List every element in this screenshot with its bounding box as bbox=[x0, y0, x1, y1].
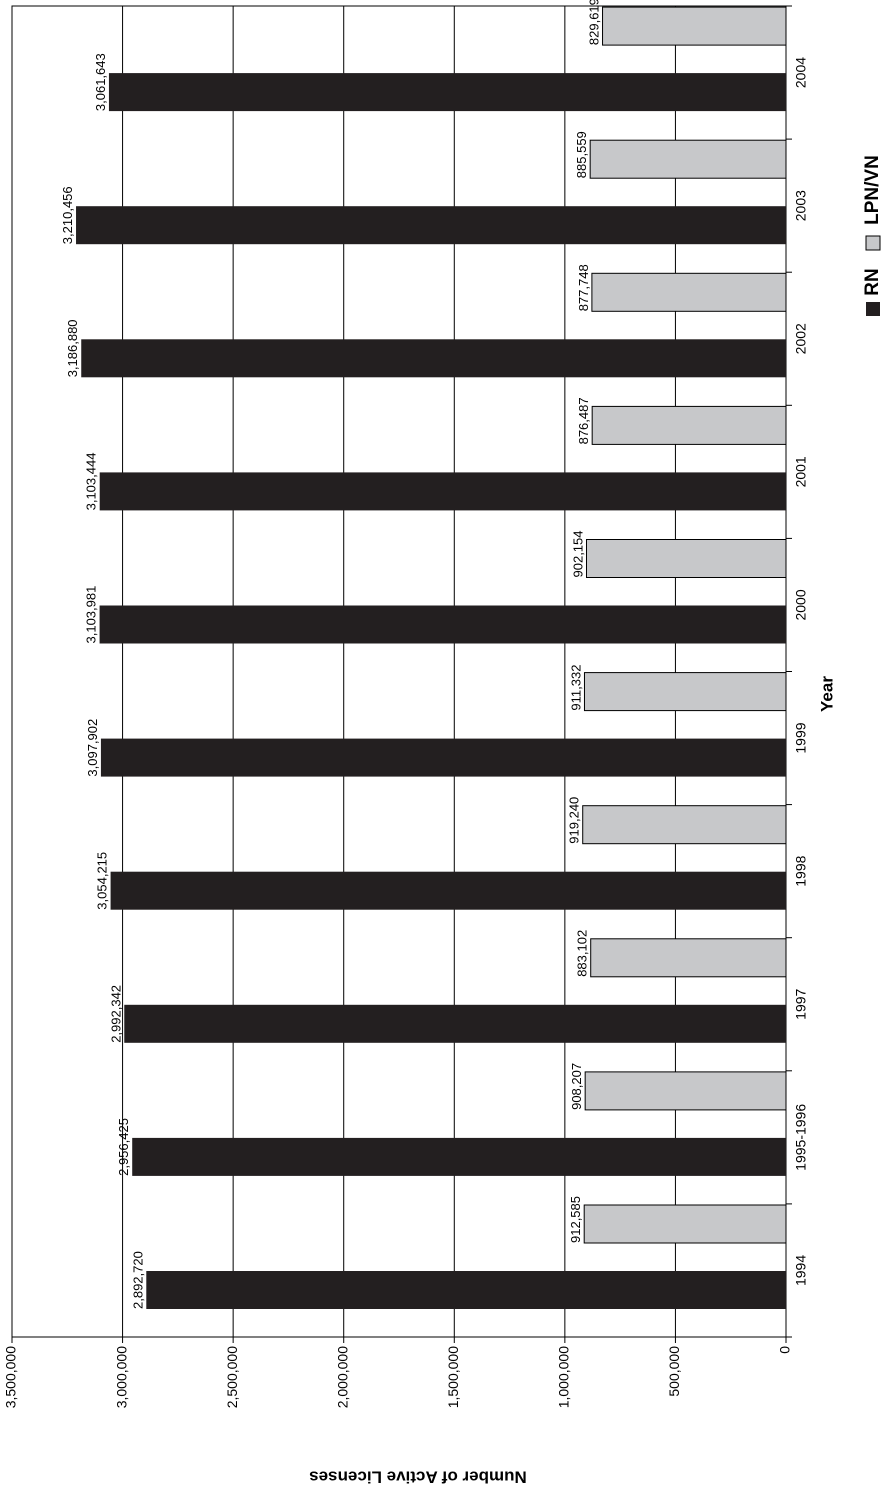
value-label: 2,992,342 bbox=[108, 985, 123, 1043]
value-label: 3,103,444 bbox=[84, 453, 99, 511]
value-tick-label: 2,000,000 bbox=[334, 1346, 350, 1408]
value-tick-label: 0 bbox=[777, 1346, 793, 1354]
category-axis-ticks: 1994 1995-1996 1997 1998 1999 2000 2001 2002 200… bbox=[786, 5, 809, 1338]
value-tick-label: 1,500,000 bbox=[445, 1346, 461, 1408]
bar-rn bbox=[76, 206, 787, 245]
value-axis-ticks: 0 500,000 1,000,000 1,500,000 2,000,000 2,500… bbox=[3, 1337, 793, 1408]
bar-rn bbox=[99, 605, 786, 644]
value-label: 885,559 bbox=[574, 131, 589, 178]
bar-lpn-vn bbox=[583, 672, 787, 712]
category-label: 2003 bbox=[793, 190, 809, 221]
category-label: 1994 bbox=[793, 1255, 809, 1286]
value-label: 3,054,215 bbox=[95, 852, 110, 910]
bar-rn bbox=[132, 1137, 786, 1176]
value-label: 3,210,456 bbox=[60, 186, 75, 244]
value-label: 3,103,981 bbox=[84, 586, 99, 644]
category-label: 2004 bbox=[793, 57, 809, 88]
bar-lpn-vn bbox=[591, 272, 787, 312]
bar-lpn-vn bbox=[602, 6, 787, 46]
bars bbox=[76, 6, 787, 1309]
value-label: 876,487 bbox=[576, 397, 591, 444]
category-label: 1998 bbox=[793, 855, 809, 886]
y-axis-title: Number of Active Licenses bbox=[309, 1468, 527, 1487]
x-axis-title: Year bbox=[817, 676, 836, 712]
bar-rn bbox=[110, 871, 787, 910]
bar-rn bbox=[146, 1271, 786, 1309]
legend-label-lpn-vn: LPN/VN bbox=[862, 155, 883, 225]
bar-lpn-vn bbox=[583, 1204, 787, 1244]
category-label: 1995-1996 bbox=[793, 1104, 809, 1171]
legend: RN LPN/VN bbox=[862, 155, 883, 316]
value-label: 3,097,902 bbox=[85, 719, 100, 777]
value-tick-label: 500,000 bbox=[666, 1346, 682, 1397]
bar-lpn-vn bbox=[589, 139, 787, 179]
value-label: 902,154 bbox=[570, 531, 585, 578]
value-label: 883,102 bbox=[575, 930, 590, 977]
value-label: 919,240 bbox=[567, 797, 582, 844]
category-label: 2001 bbox=[793, 456, 809, 487]
bar-rn bbox=[108, 73, 787, 112]
bar-rn bbox=[81, 339, 786, 378]
legend-label-rn: RN bbox=[862, 268, 883, 295]
value-label: 3,186,880 bbox=[65, 319, 80, 377]
value-tick-label: 3,000,000 bbox=[113, 1346, 129, 1408]
bar-lpn-vn bbox=[591, 405, 787, 445]
value-tick-label: 2,500,000 bbox=[224, 1346, 240, 1408]
value-label: 3,061,643 bbox=[93, 53, 108, 111]
category-label: 1999 bbox=[793, 722, 809, 753]
category-label: 1997 bbox=[793, 988, 809, 1019]
value-label: 912,585 bbox=[568, 1196, 583, 1243]
bar-rn bbox=[124, 1004, 786, 1043]
bar-lpn-vn bbox=[584, 1071, 787, 1111]
value-label: 829,619 bbox=[587, 0, 602, 45]
value-label: 2,892,720 bbox=[130, 1251, 145, 1309]
legend-swatch-lpn-vn bbox=[865, 235, 881, 251]
value-label: 908,207 bbox=[569, 1063, 584, 1110]
bar-lpn-vn bbox=[590, 938, 787, 978]
bar-lpn-vn bbox=[585, 539, 787, 578]
bar-rn bbox=[100, 738, 787, 777]
value-tick-label: 3,500,000 bbox=[3, 1346, 19, 1408]
value-tick-label: 1,000,000 bbox=[556, 1346, 572, 1408]
legend-swatch-rn bbox=[866, 302, 880, 316]
data-labels: 2,892,720 912,585 2,956,425 908,207 2,992,34… bbox=[60, 0, 602, 1309]
bar-lpn-vn bbox=[582, 805, 787, 845]
category-label: 2002 bbox=[793, 323, 809, 354]
category-label: 2000 bbox=[793, 589, 809, 620]
value-label: 2,956,425 bbox=[116, 1118, 131, 1176]
bar-rn bbox=[99, 472, 786, 511]
value-label: 877,748 bbox=[576, 264, 591, 311]
value-label: 911,332 bbox=[568, 665, 583, 711]
